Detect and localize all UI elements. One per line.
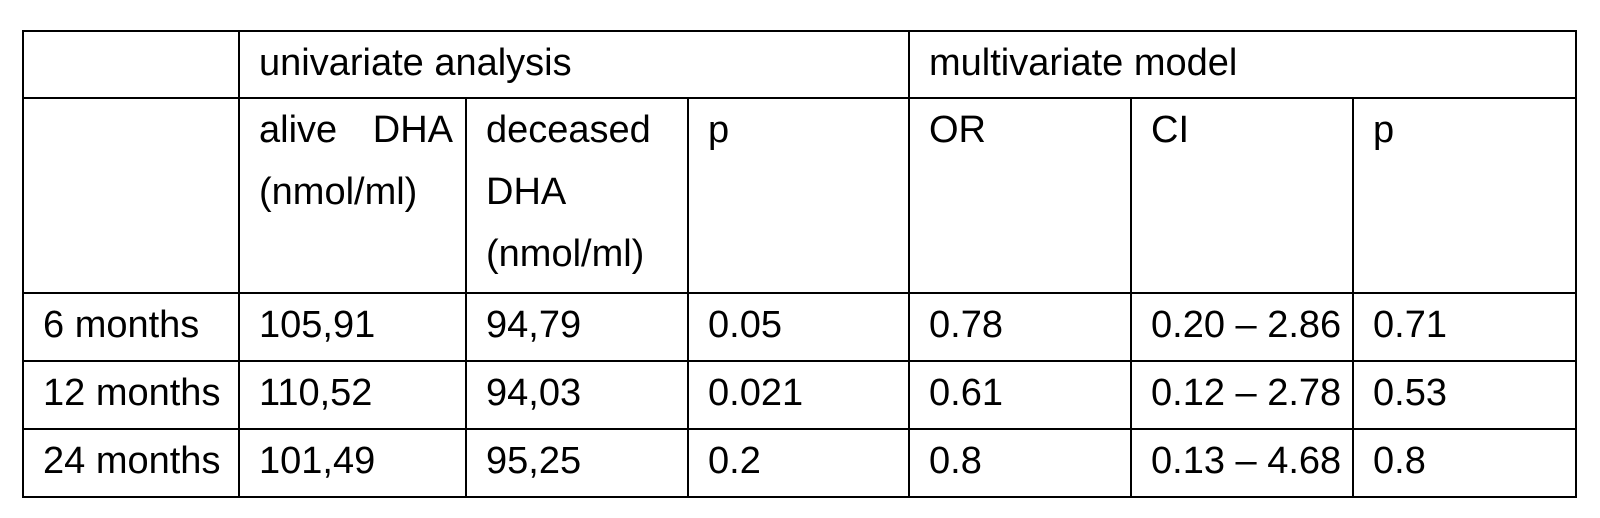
row-label: 12 months xyxy=(22,360,240,430)
cell-p-univariate: 0.2 xyxy=(687,428,910,498)
cell-ci: 0.12 – 2.78 xyxy=(1130,360,1354,430)
group-header-univariate: univariate analysis xyxy=(238,30,910,99)
corner-cell-top xyxy=(22,30,240,99)
row-label: 24 months xyxy=(22,428,240,498)
cell-or: 0.78 xyxy=(908,292,1132,362)
col-header-deceased-dha: deceased DHA (nmol/ml) xyxy=(465,97,689,294)
cell-deceased-dha: 94,79 xyxy=(465,292,689,362)
column-header-row: alive DHA (nmol/ml) deceased DHA (nmol/m… xyxy=(22,97,1577,294)
col-header-ci: CI xyxy=(1130,97,1354,294)
group-header-row: univariate analysis multivariate model xyxy=(22,30,1577,99)
cell-ci: 0.20 – 2.86 xyxy=(1130,292,1354,362)
table-row-24-months: 24 months 101,49 95,25 0.2 0.8 0.13 – 4.… xyxy=(22,428,1577,498)
cell-or: 0.61 xyxy=(908,360,1132,430)
cell-deceased-dha: 94,03 xyxy=(465,360,689,430)
col-header-alive-dha: alive DHA (nmol/ml) xyxy=(238,97,467,294)
row-label: 6 months xyxy=(22,292,240,362)
corner-cell-sub xyxy=(22,97,240,294)
cell-alive-dha: 110,52 xyxy=(238,360,467,430)
col-header-or: OR xyxy=(908,97,1132,294)
cell-p-multivariate: 0.71 xyxy=(1352,292,1577,362)
cell-p-multivariate: 0.8 xyxy=(1352,428,1577,498)
cell-p-univariate: 0.021 xyxy=(687,360,910,430)
table-row-12-months: 12 months 110,52 94,03 0.021 0.61 0.12 –… xyxy=(22,360,1577,430)
cell-p-univariate: 0.05 xyxy=(687,292,910,362)
cell-deceased-dha: 95,25 xyxy=(465,428,689,498)
cell-ci: 0.13 – 4.68 xyxy=(1130,428,1354,498)
col-header-p-multivariate: p xyxy=(1352,97,1577,294)
table-row-6-months: 6 months 105,91 94,79 0.05 0.78 0.20 – 2… xyxy=(22,292,1577,362)
cell-alive-dha: 105,91 xyxy=(238,292,467,362)
group-header-multivariate: multivariate model xyxy=(908,30,1577,99)
cell-alive-dha: 101,49 xyxy=(238,428,467,498)
cell-p-multivariate: 0.53 xyxy=(1352,360,1577,430)
col-header-p-univariate: p xyxy=(687,97,910,294)
dha-results-table: univariate analysis multivariate model a… xyxy=(22,30,1577,498)
cell-or: 0.8 xyxy=(908,428,1132,498)
